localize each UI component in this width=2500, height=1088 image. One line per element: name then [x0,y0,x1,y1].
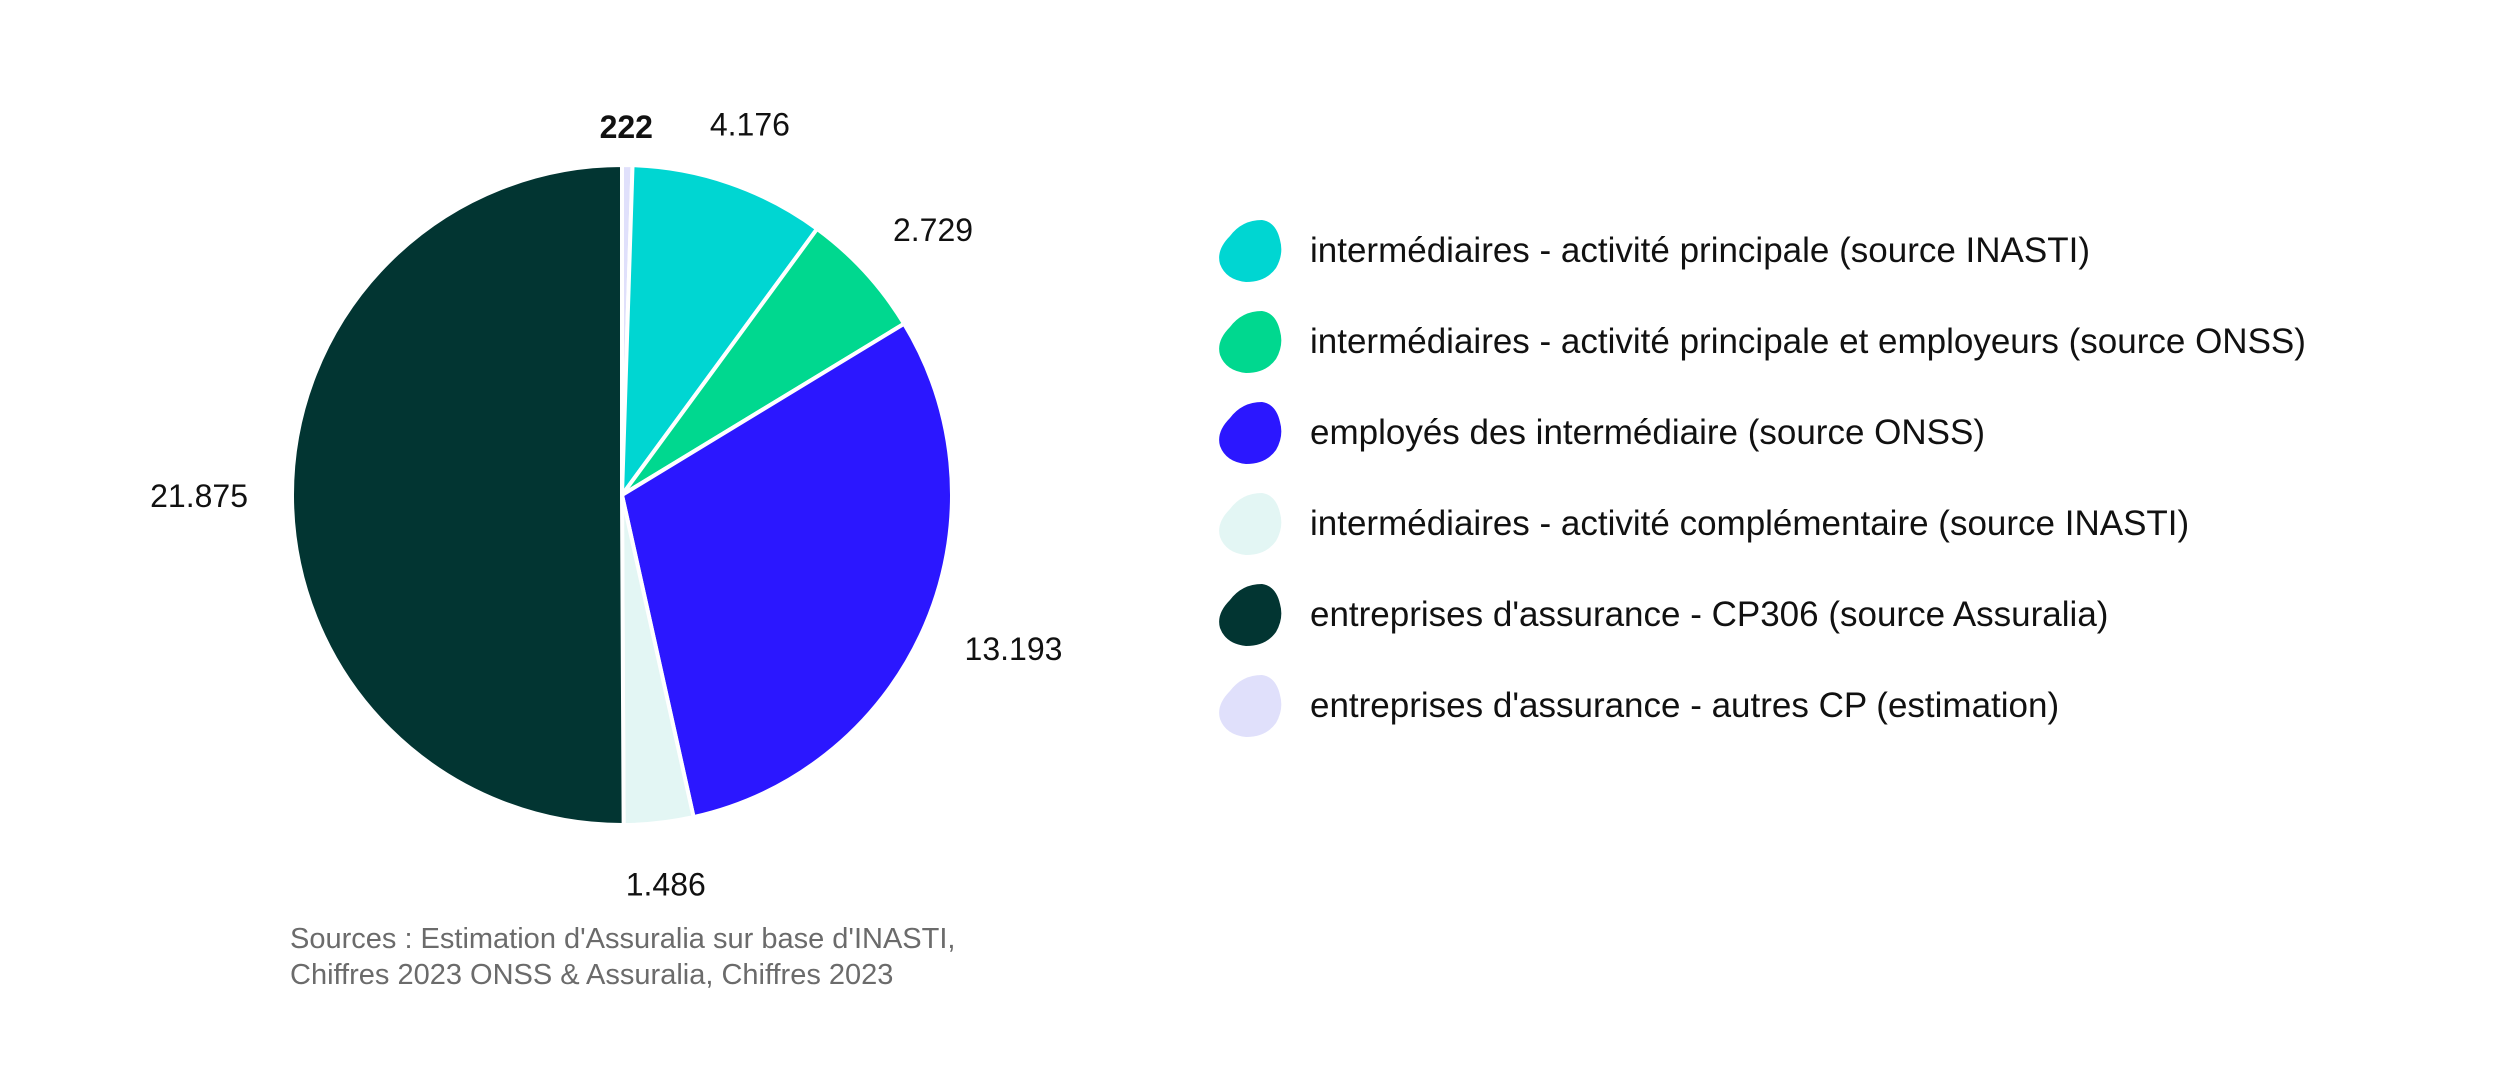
source-note: Sources : Estimation d'Assuralia sur bas… [290,923,955,991]
legend-label: entreprises d'assurance - autres CP (est… [1310,686,2059,725]
slice-value-label: 2.729 [893,212,973,248]
legend-swatch [1219,402,1282,464]
legend-label: entreprises d'assurance - CP306 (source … [1310,595,2108,634]
legend-label: intermédiaires - activité complémentaire… [1310,504,2189,543]
pie-slices [290,162,954,827]
legend-label: intermédiaires - activité principale (so… [1310,231,2090,270]
slice-value-label: 4.176 [710,106,790,142]
pie-slice-intermediaires-activite-principale-source-inasti [620,163,820,497]
legend-swatch [1219,584,1282,646]
legend: intermédiaires - activité principale (so… [1219,220,2306,737]
pie-slice-intermediaires-activite-principale-et-employeurs-source-onss [620,226,907,497]
legend-swatch [1219,675,1282,737]
slice-value-label: 1.486 [626,867,706,903]
pie-slice-employes-des-intermediaire-source-onss [620,321,954,820]
slice-value-label: 21.875 [150,478,248,514]
legend-swatch [1219,493,1282,555]
legend-label: employés des intermédiaire (source ONSS) [1310,413,1985,452]
source-line-1: Sources : Estimation d'Assuralia sur bas… [290,923,955,955]
source-line-2: Chiffres 2023 ONSS & Assuralia, Chiffres… [290,959,893,991]
pie-value-labels: 222 4.176 2.729 13.193 1.486 21.875 [150,106,1062,902]
pie-slice-entreprises-d-assurance-cp306-source-assuralia [290,163,626,827]
slice-value-label: 13.193 [965,631,1063,667]
slice-value-label: 222 [600,109,653,145]
legend-swatch [1219,220,1282,282]
legend-swatch [1219,311,1282,373]
legend-label: intermédiaires - activité principale et … [1310,322,2306,361]
